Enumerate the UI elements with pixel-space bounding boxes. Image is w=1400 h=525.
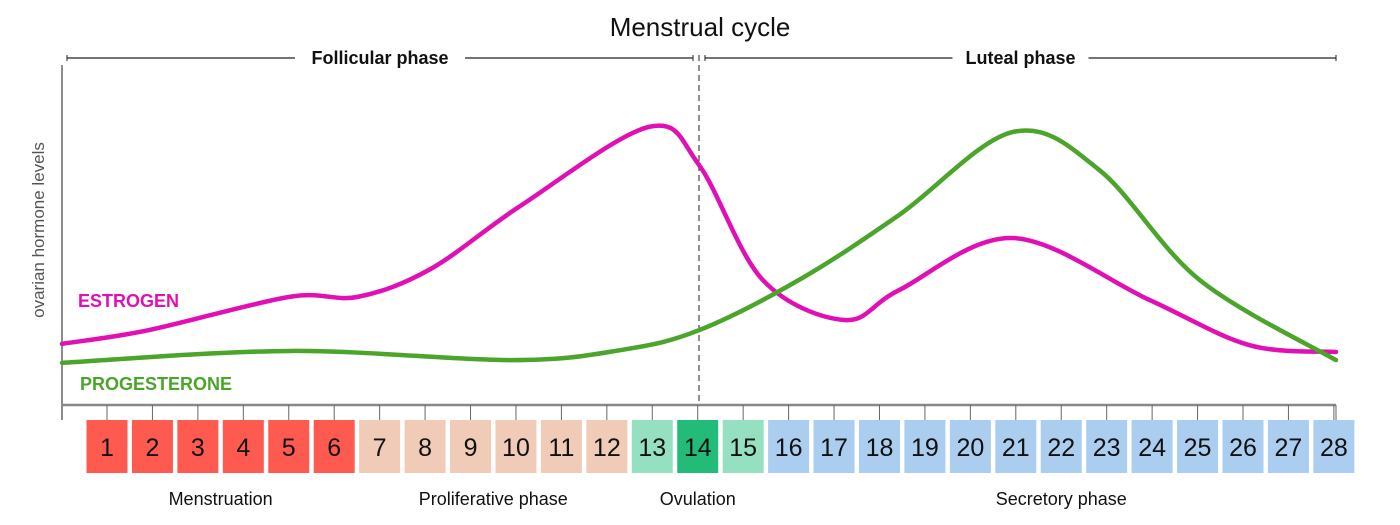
day-box-26: 26 bbox=[1222, 420, 1264, 473]
day-box-25: 25 bbox=[1177, 420, 1219, 473]
day-box-bg bbox=[131, 420, 173, 473]
stage-label: Ovulation bbox=[660, 489, 736, 509]
day-box-12: 12 bbox=[586, 420, 628, 473]
day-box-5: 5 bbox=[268, 420, 310, 473]
day-number: 6 bbox=[327, 434, 341, 462]
day-box-bg bbox=[359, 420, 401, 473]
day-box-bg bbox=[495, 420, 537, 473]
y-axis-label: ovarian hormone levels bbox=[29, 142, 48, 318]
day-number: 27 bbox=[1275, 434, 1303, 462]
day-box-3: 3 bbox=[177, 420, 219, 473]
day-box-bg bbox=[1222, 420, 1264, 473]
day-box-4: 4 bbox=[222, 420, 264, 473]
day-number: 4 bbox=[236, 434, 250, 462]
day-number: 1 bbox=[100, 434, 114, 462]
day-box-bg bbox=[904, 420, 946, 473]
day-number: 3 bbox=[191, 434, 205, 462]
day-box-27: 27 bbox=[1267, 420, 1309, 473]
day-number: 13 bbox=[638, 434, 666, 462]
day-box-19: 19 bbox=[904, 420, 946, 473]
phase-label: Luteal phase bbox=[965, 48, 1075, 68]
legend-progesterone: PROGESTERONE bbox=[80, 374, 232, 394]
legend-estrogen: ESTROGEN bbox=[78, 291, 179, 311]
day-box-6: 6 bbox=[313, 420, 355, 473]
day-box-22: 22 bbox=[1040, 420, 1082, 473]
day-box-bg bbox=[1267, 420, 1309, 473]
day-number: 22 bbox=[1047, 434, 1075, 462]
day-box-8: 8 bbox=[404, 420, 446, 473]
day-box-bg bbox=[858, 420, 900, 473]
day-number: 10 bbox=[502, 434, 530, 462]
day-box-bg bbox=[677, 420, 719, 473]
day-box-20: 20 bbox=[949, 420, 991, 473]
day-box-bg bbox=[949, 420, 991, 473]
day-number: 9 bbox=[464, 434, 478, 462]
day-box-16: 16 bbox=[768, 420, 810, 473]
day-number: 16 bbox=[775, 434, 803, 462]
day-box-15: 15 bbox=[722, 420, 764, 473]
day-number: 7 bbox=[373, 434, 387, 462]
estrogen-curve bbox=[59, 123, 1339, 355]
day-number: 11 bbox=[548, 434, 574, 462]
day-number: 23 bbox=[1093, 434, 1121, 462]
day-box-bg bbox=[313, 420, 355, 473]
stage-label: Menstruation bbox=[169, 489, 273, 509]
day-box-bg bbox=[177, 420, 219, 473]
day-box-bg bbox=[540, 420, 582, 473]
day-box-bg bbox=[995, 420, 1037, 473]
day-number: 8 bbox=[418, 434, 432, 462]
chart-title: Menstrual cycle bbox=[610, 12, 791, 42]
day-number: 5 bbox=[282, 434, 296, 462]
day-box-11: 11 bbox=[540, 420, 582, 473]
day-box-bg bbox=[722, 420, 764, 473]
progesterone-curve bbox=[59, 128, 1339, 366]
day-number: 17 bbox=[820, 434, 848, 462]
day-box-bg bbox=[813, 420, 855, 473]
day-box-21: 21 bbox=[995, 420, 1037, 473]
day-box-bg bbox=[768, 420, 810, 473]
day-number: 14 bbox=[684, 434, 712, 462]
day-box-bg bbox=[222, 420, 264, 473]
day-box-17: 17 bbox=[813, 420, 855, 473]
day-number: 26 bbox=[1229, 434, 1257, 462]
day-box-10: 10 bbox=[495, 420, 537, 473]
day-box-1: 1 bbox=[86, 420, 128, 473]
day-number: 21 bbox=[1002, 434, 1030, 462]
day-box-28: 28 bbox=[1313, 420, 1355, 473]
day-box-23: 23 bbox=[1086, 420, 1128, 473]
day-number: 20 bbox=[956, 434, 984, 462]
day-box-bg bbox=[86, 420, 128, 473]
day-box-bg bbox=[1040, 420, 1082, 473]
day-box-bg bbox=[1131, 420, 1173, 473]
day-number: 18 bbox=[866, 434, 894, 462]
day-number: 12 bbox=[593, 434, 621, 462]
day-box-bg bbox=[1086, 420, 1128, 473]
stage-label: Proliferative phase bbox=[419, 489, 568, 509]
day-number: 2 bbox=[145, 434, 159, 462]
day-box-bg bbox=[1313, 420, 1355, 473]
stage-label: Secretory phase bbox=[996, 489, 1127, 509]
day-box-bg bbox=[631, 420, 673, 473]
day-box-bg bbox=[1177, 420, 1219, 473]
day-box-2: 2 bbox=[131, 420, 173, 473]
day-box-bg bbox=[404, 420, 446, 473]
day-number: 24 bbox=[1138, 434, 1166, 462]
day-number: 15 bbox=[729, 434, 757, 462]
day-box-13: 13 bbox=[631, 420, 673, 473]
day-box-18: 18 bbox=[858, 420, 900, 473]
day-number: 25 bbox=[1184, 434, 1212, 462]
day-box-bg bbox=[586, 420, 628, 473]
phase-label: Follicular phase bbox=[311, 48, 448, 68]
day-box-7: 7 bbox=[359, 420, 401, 473]
day-number: 19 bbox=[911, 434, 939, 462]
day-box-9: 9 bbox=[450, 420, 492, 473]
day-box-14: 14 bbox=[677, 420, 719, 473]
day-box-24: 24 bbox=[1131, 420, 1173, 473]
day-box-bg bbox=[450, 420, 492, 473]
day-box-bg bbox=[268, 420, 310, 473]
day-number: 28 bbox=[1320, 434, 1348, 462]
